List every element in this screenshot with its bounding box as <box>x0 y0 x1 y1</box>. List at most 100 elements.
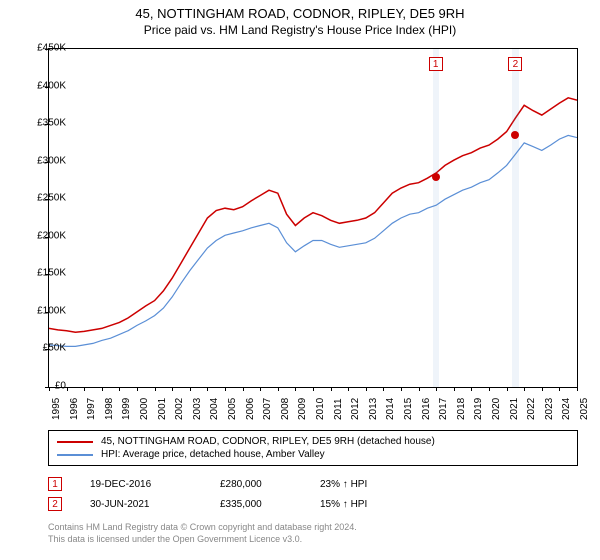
x-tick <box>295 387 296 391</box>
x-axis-label: 2009 <box>297 398 308 420</box>
x-axis-label: 2014 <box>385 398 396 420</box>
x-tick <box>419 387 420 391</box>
x-axis-label: 1996 <box>69 398 80 420</box>
x-tick <box>190 387 191 391</box>
x-axis-label: 2001 <box>157 398 168 420</box>
x-axis-label: 1995 <box>51 398 62 420</box>
y-axis-label: £0 <box>24 381 66 392</box>
x-tick <box>507 387 508 391</box>
x-tick <box>243 387 244 391</box>
y-axis-label: £150K <box>24 268 66 279</box>
series-line-hpi <box>49 135 577 346</box>
x-tick <box>102 387 103 391</box>
x-axis-label: 1999 <box>121 398 132 420</box>
x-tick <box>260 387 261 391</box>
y-axis-label: £350K <box>24 118 66 129</box>
footer-line-2: This data is licensed under the Open Gov… <box>48 534 578 546</box>
x-axis-label: 1998 <box>104 398 115 420</box>
x-axis-label: 2006 <box>245 398 256 420</box>
x-axis-label: 2025 <box>579 398 590 420</box>
x-tick <box>436 387 437 391</box>
transaction-pct: 15% ↑ HPI <box>320 499 400 510</box>
transaction-date: 30-JUN-2021 <box>90 499 220 510</box>
legend-swatch <box>57 441 93 443</box>
legend-box: 45, NOTTINGHAM ROAD, CODNOR, RIPLEY, DE5… <box>48 430 578 466</box>
marker-dot <box>432 173 440 181</box>
x-axis-label: 2011 <box>333 398 344 420</box>
transaction-rows: 119-DEC-2016£280,00023% ↑ HPI 2 30-JUN-202… <box>48 474 578 514</box>
x-axis-label: 1997 <box>86 398 97 420</box>
x-tick <box>313 387 314 391</box>
transaction-date: 19-DEC-2016 <box>90 479 220 490</box>
x-tick <box>471 387 472 391</box>
highlight-band <box>512 49 519 387</box>
x-axis-label: 2004 <box>209 398 220 420</box>
transaction-marker-box: 2 <box>48 497 62 511</box>
y-axis-label: £200K <box>24 230 66 241</box>
x-axis-label: 2021 <box>509 398 520 420</box>
x-tick <box>454 387 455 391</box>
x-tick <box>559 387 560 391</box>
x-tick <box>137 387 138 391</box>
x-tick <box>84 387 85 391</box>
plot-area: 12 <box>48 48 578 388</box>
x-tick <box>119 387 120 391</box>
x-tick <box>348 387 349 391</box>
chart-subtitle: Price paid vs. HM Land Registry's House … <box>0 23 600 37</box>
legend-label: HPI: Average price, detached house, Ambe… <box>101 449 325 460</box>
chart-title: 45, NOTTINGHAM ROAD, CODNOR, RIPLEY, DE5… <box>0 6 600 21</box>
footer-attribution: Contains HM Land Registry data © Crown c… <box>48 522 578 545</box>
y-axis-label: £450K <box>24 43 66 54</box>
legend-label: 45, NOTTINGHAM ROAD, CODNOR, RIPLEY, DE5… <box>101 436 435 447</box>
x-axis-label: 2020 <box>491 398 502 420</box>
legend-item: 45, NOTTINGHAM ROAD, CODNOR, RIPLEY, DE5… <box>57 435 569 448</box>
transaction-price: £335,000 <box>220 499 320 510</box>
x-tick <box>331 387 332 391</box>
y-axis-label: £50K <box>24 343 66 354</box>
y-axis-label: £400K <box>24 80 66 91</box>
x-tick <box>225 387 226 391</box>
x-axis-label: 2007 <box>262 398 273 420</box>
legend-item: HPI: Average price, detached house, Ambe… <box>57 448 569 461</box>
x-axis-label: 2013 <box>368 398 379 420</box>
y-axis-label: £250K <box>24 193 66 204</box>
x-tick <box>383 387 384 391</box>
x-axis-label: 2008 <box>280 398 291 420</box>
x-tick <box>577 387 578 391</box>
x-tick <box>524 387 525 391</box>
x-axis-label: 2005 <box>227 398 238 420</box>
transaction-row: 119-DEC-2016£280,00023% ↑ HPI <box>48 474 578 494</box>
marker-dot <box>511 131 519 139</box>
x-axis-label: 2016 <box>421 398 432 420</box>
x-axis-label: 2017 <box>438 398 449 420</box>
x-axis-label: 2002 <box>174 398 185 420</box>
x-axis-label: 2019 <box>473 398 484 420</box>
x-axis-label: 2018 <box>456 398 467 420</box>
legend-swatch <box>57 454 93 456</box>
x-tick <box>207 387 208 391</box>
chart-lines <box>49 49 577 387</box>
x-tick <box>366 387 367 391</box>
transaction-price: £280,000 <box>220 479 320 490</box>
x-tick <box>542 387 543 391</box>
x-tick <box>172 387 173 391</box>
footer-line-1: Contains HM Land Registry data © Crown c… <box>48 522 578 534</box>
x-axis-label: 2012 <box>350 398 361 420</box>
marker-label-box: 2 <box>508 57 522 71</box>
x-axis-label: 2024 <box>561 398 572 420</box>
y-axis-label: £100K <box>24 305 66 316</box>
transaction-pct: 23% ↑ HPI <box>320 479 400 490</box>
x-axis-label: 2023 <box>544 398 555 420</box>
x-axis-label: 2022 <box>526 398 537 420</box>
x-tick <box>401 387 402 391</box>
transaction-row: 2 30-JUN-2021£335,00015% ↑ HPI <box>48 494 578 514</box>
x-tick <box>155 387 156 391</box>
title-block: 45, NOTTINGHAM ROAD, CODNOR, RIPLEY, DE5… <box>0 0 600 37</box>
series-line-price_paid <box>49 98 577 332</box>
x-tick <box>67 387 68 391</box>
y-axis-label: £300K <box>24 155 66 166</box>
marker-label-box: 1 <box>429 57 443 71</box>
x-axis-label: 2000 <box>139 398 150 420</box>
chart-container: 45, NOTTINGHAM ROAD, CODNOR, RIPLEY, DE5… <box>0 0 600 560</box>
x-axis-label: 2015 <box>403 398 414 420</box>
